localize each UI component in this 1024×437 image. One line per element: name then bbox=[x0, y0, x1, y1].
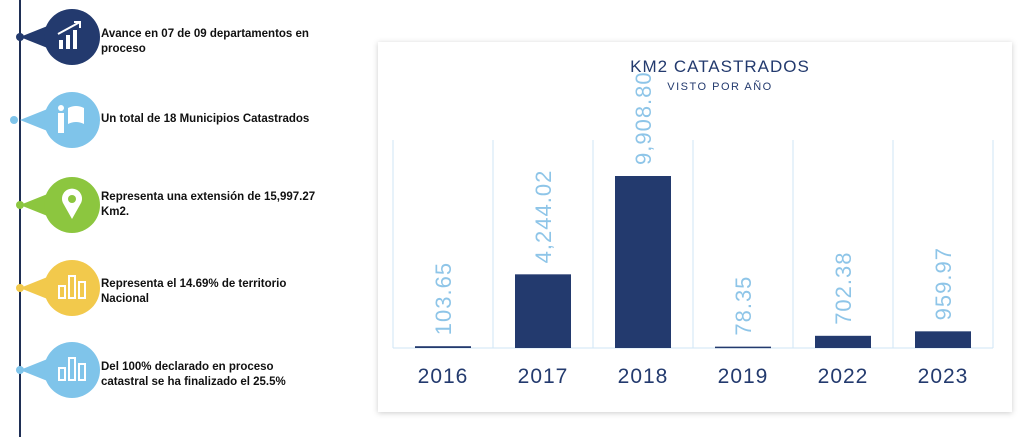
chart-subtitle: VISTO POR AÑO bbox=[667, 80, 773, 93]
plot: 2016 103.65 2017 4,244.02 2018 9,908.80 2019 78… bbox=[392, 71, 994, 388]
icon-5 bbox=[16, 342, 100, 398]
bar bbox=[915, 331, 971, 348]
value-label: 702.38 bbox=[831, 252, 856, 325]
item-text: Representa una extensión de 15,997.27 Km… bbox=[101, 191, 316, 218]
x-tick-label: 2016 bbox=[418, 365, 469, 388]
bar bbox=[515, 274, 571, 348]
item-text: Un total de 18 Municipios Catastrados bbox=[101, 113, 310, 125]
x-tick-label: 2018 bbox=[618, 365, 669, 388]
x-tick-label: 2019 bbox=[718, 365, 769, 388]
bar bbox=[715, 346, 771, 349]
value-label: 78.35 bbox=[731, 276, 756, 336]
chart-card bbox=[378, 42, 1012, 412]
x-tick-label: 2017 bbox=[518, 365, 569, 388]
icon-2 bbox=[10, 92, 100, 148]
item-text: Representa el 14.69% de territorio Nacio… bbox=[101, 278, 287, 305]
bar bbox=[615, 176, 671, 348]
icon-3 bbox=[16, 177, 100, 233]
icon-1 bbox=[16, 9, 100, 65]
value-label: 103.65 bbox=[431, 262, 456, 335]
value-label: 9,908.80 bbox=[631, 71, 656, 165]
x-tick-label: 2023 bbox=[918, 365, 969, 388]
icon-4 bbox=[16, 260, 100, 316]
item-text: Del 100% declarado en proceso catastral … bbox=[101, 361, 286, 388]
x-tick-label: 2022 bbox=[818, 365, 869, 388]
chart-title: KM2 CATASTRADOS bbox=[630, 57, 810, 76]
value-label: 959.97 bbox=[931, 247, 956, 320]
item-text: Avance en 07 de 09 departamentos en proc… bbox=[101, 28, 309, 55]
bar bbox=[815, 335, 871, 348]
bar bbox=[415, 346, 471, 348]
value-label: 4,244.02 bbox=[531, 170, 556, 264]
